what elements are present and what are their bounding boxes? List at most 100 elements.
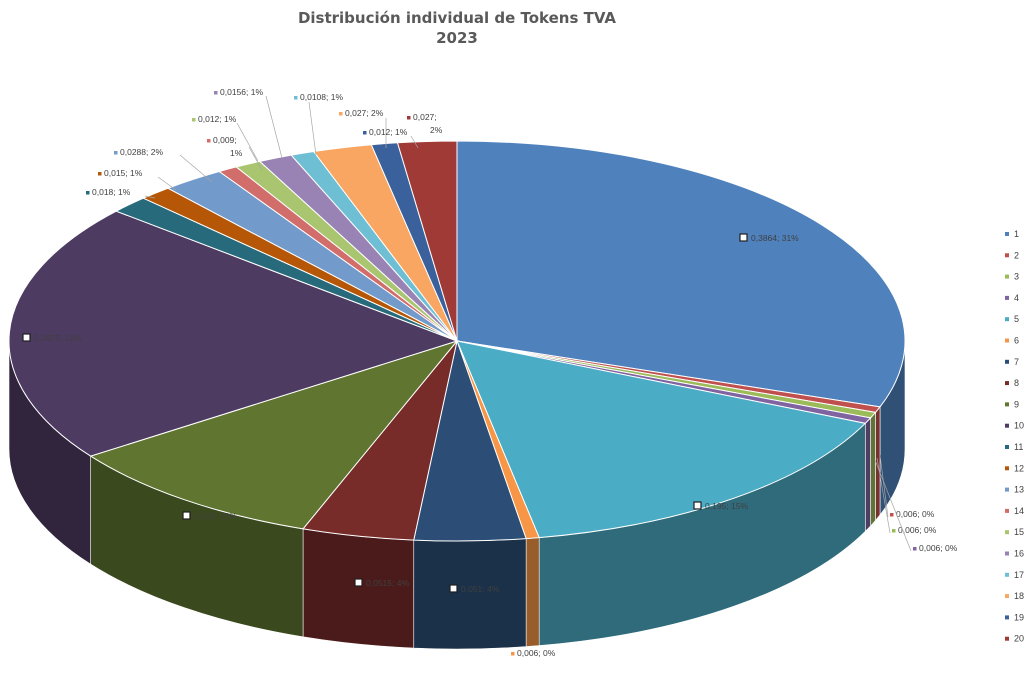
legend-swatch — [1005, 402, 1009, 407]
slice-20 — [396, 140, 458, 342]
slice-side-3 — [870, 411, 876, 527]
data-label-20: 0,027; 2% — [407, 112, 443, 135]
legend-item-9: 9 — [1005, 399, 1019, 409]
chart-title: Distribución individual de Tokens TVA — [298, 9, 616, 27]
legend-label: 19 — [1014, 612, 1024, 622]
data-label-text-15: 0,012; 1% — [198, 114, 237, 124]
legend-label: 2 — [1014, 250, 1019, 260]
legend-label: 10 — [1014, 421, 1024, 431]
legend-swatch — [1005, 572, 1009, 577]
legend-label: 12 — [1014, 463, 1024, 473]
data-label-18: 0,027; 2% — [339, 108, 387, 148]
legend-swatch — [1005, 232, 1009, 236]
slice-side-8 — [302, 528, 415, 649]
legend-item-19: 19 — [1005, 612, 1024, 622]
legend-swatch — [1005, 295, 1009, 300]
legend-swatch — [1005, 530, 1009, 535]
data-label-text-12: 0,015; 1% — [104, 168, 143, 178]
legend-item-1: 1 — [1005, 229, 1019, 239]
legend-swatch — [1005, 551, 1009, 556]
legend-label: 4 — [1014, 293, 1019, 303]
legend-item-18: 18 — [1005, 591, 1024, 601]
legend-item-12: 12 — [1005, 463, 1024, 473]
legend-item-16: 16 — [1005, 549, 1024, 559]
data-label-14: 0,009; 1% — [207, 135, 263, 171]
legend-swatch — [1005, 423, 1009, 428]
legend-swatch — [1005, 508, 1009, 513]
legend-label: 7 — [1014, 357, 1019, 367]
legend-item-15: 15 — [1005, 527, 1024, 537]
data-label-text-16: 0,0156; 1% — [220, 87, 263, 97]
slice-1 — [456, 140, 906, 408]
data-label-1: 0,3864; 31% — [739, 233, 799, 243]
data-label-text-6: 0,006; 0% — [517, 648, 556, 658]
data-label-2: 0,006; 0% — [879, 454, 935, 519]
data-label-15: 0,012; 1% — [192, 114, 259, 162]
legend-item-7: 7 — [1005, 357, 1019, 367]
pie-sides — [8, 340, 906, 650]
legend-label: 15 — [1014, 527, 1024, 537]
legend-swatch — [1005, 381, 1009, 386]
slice-10 — [8, 210, 459, 457]
legend-label: 5 — [1014, 314, 1019, 324]
legend-swatch — [1005, 594, 1009, 599]
legend-swatch — [1005, 317, 1009, 322]
legend-label: 6 — [1014, 336, 1019, 346]
data-label-pct-14: 1% — [230, 148, 243, 158]
legend-swatch — [1005, 445, 1009, 449]
legend-item-10: 10 — [1005, 421, 1024, 431]
data-label-text-14: 0,009; — [213, 135, 237, 145]
legend-swatch — [1005, 636, 1009, 641]
legend-label: 1 — [1014, 229, 1019, 239]
data-label-text-5: 0,195; 15% — [705, 501, 748, 511]
legend-item-4: 4 — [1005, 293, 1019, 303]
data-label-text-17: 0,0108; 1% — [300, 92, 343, 102]
legend-label: 13 — [1014, 485, 1024, 495]
legend-label: 9 — [1014, 399, 1019, 409]
legend-item-20: 20 — [1005, 634, 1024, 644]
data-label-7: 0,051; 4% — [449, 584, 500, 594]
data-label-text-10: 0,2675; 21% — [34, 333, 82, 343]
data-label-text-3: 0,006; 0% — [898, 525, 937, 535]
slice-side-6 — [525, 537, 540, 647]
legend-label: 20 — [1014, 634, 1024, 644]
legend-item-14: 14 — [1005, 506, 1024, 516]
legend-item-11: 11 — [1005, 442, 1023, 452]
pie-slices — [8, 140, 906, 542]
legend-label: 8 — [1014, 378, 1019, 388]
data-label-12: 0,015; 1% — [98, 168, 177, 191]
legend-label: 18 — [1014, 591, 1024, 601]
data-label-pct-20: 2% — [430, 125, 443, 135]
data-label-text-18: 0,027; 2% — [345, 108, 384, 118]
legend-item-6: 6 — [1005, 336, 1019, 346]
data-labels: 0,3864; 31% 0,006; 0% 0,006; 0% 0,006; 0% 0,… — [22, 87, 958, 658]
data-label-16: 0,0156; 1% — [214, 87, 283, 159]
data-label-11: 0,018; 1% — [86, 187, 156, 199]
legend-swatch — [1005, 487, 1009, 492]
legend-swatch — [1005, 253, 1009, 258]
data-label-text-8: 0,0515; 4% — [366, 578, 409, 588]
data-label-17: 0,0108; 1% — [294, 92, 343, 156]
data-label-text-1: 0,3864; 31% — [751, 233, 799, 243]
legend-item-2: 2 — [1005, 250, 1019, 260]
data-label-6: 0,006; 0% — [511, 648, 556, 658]
legend-item-8: 8 — [1005, 378, 1019, 388]
data-label-text-2: 0,006; 0% — [896, 509, 935, 519]
data-label-text-4: 0,006; 0% — [919, 543, 958, 553]
legend-item-13: 13 — [1005, 485, 1024, 495]
slice-9 — [89, 340, 459, 530]
data-label-5: 0,195; 15% — [693, 501, 748, 511]
legend-label: 17 — [1014, 570, 1024, 580]
chart-subtitle: 2023 — [436, 29, 478, 47]
slice-5 — [456, 340, 867, 539]
data-label-text-9: 0,123; 10% — [194, 511, 237, 521]
data-label-13: 0,0288; 2% — [114, 147, 213, 183]
legend-swatch — [1005, 466, 1009, 471]
legend-label: 14 — [1014, 506, 1024, 516]
legend-swatch — [1005, 615, 1009, 620]
legend-label: 11 — [1014, 442, 1023, 452]
legend-label: 16 — [1014, 549, 1024, 559]
data-label-text-13: 0,0288; 2% — [120, 147, 163, 157]
